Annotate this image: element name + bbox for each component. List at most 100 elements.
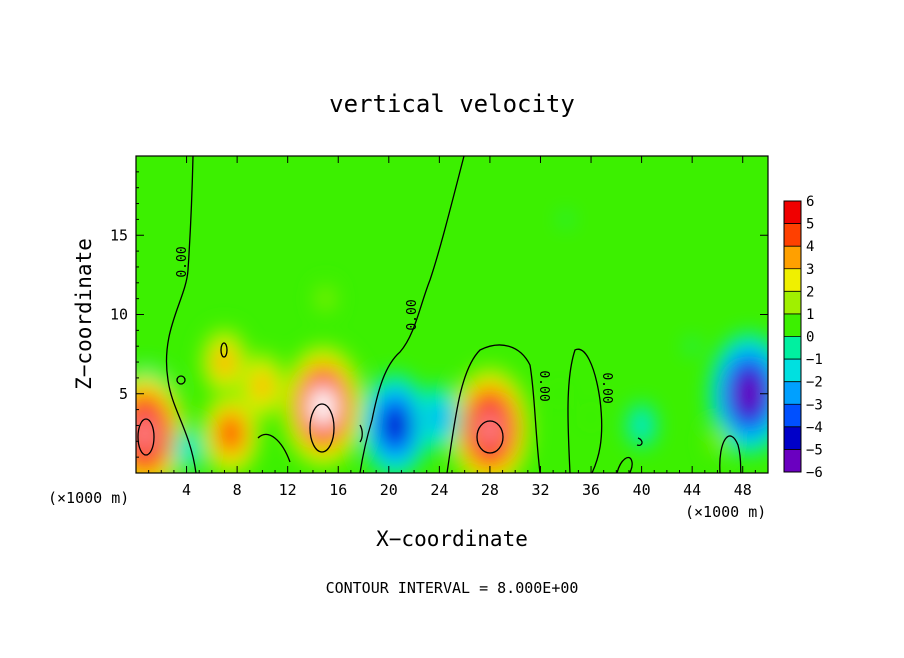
x-tick-label: 28 bbox=[481, 481, 499, 499]
contour-line bbox=[257, 433, 291, 463]
y-axis-label: Z−coordinate bbox=[72, 238, 96, 390]
y-tick-label: 5 bbox=[119, 385, 128, 403]
x-tick-label: 4 bbox=[182, 481, 191, 499]
colorbar: 6 5 4 3 2 1 0 −1 −2 −3 −4 −5 −6 bbox=[783, 194, 823, 481]
colorbar-segment bbox=[784, 280, 801, 292]
contour-closed bbox=[476, 420, 504, 454]
velocity-field bbox=[136, 213, 768, 473]
x-tick-label: 12 bbox=[279, 481, 297, 499]
colorbar-segment bbox=[784, 246, 801, 258]
field-blob bbox=[309, 385, 337, 428]
colorbar-segment bbox=[784, 257, 801, 270]
x-tick-label: 8 bbox=[233, 481, 242, 499]
x-unit-label-left: (×1000 m) bbox=[48, 489, 129, 507]
contour-line bbox=[719, 435, 742, 473]
x-tick-label: 24 bbox=[430, 481, 448, 499]
colorbar-segment bbox=[784, 449, 801, 462]
plot-area: 0.00 0.00 0.00 0.00 bbox=[136, 156, 768, 473]
chart-title: vertical velocity bbox=[329, 90, 575, 118]
x-axis-label: X−coordinate bbox=[376, 527, 528, 551]
contour-line bbox=[567, 348, 603, 473]
colorbar-segment bbox=[784, 392, 801, 405]
contour-label: 0.00 bbox=[536, 370, 551, 401]
y-axis: 5 10 15 bbox=[110, 171, 768, 458]
contour-line bbox=[165, 156, 197, 473]
y-tick-label: 10 bbox=[110, 306, 128, 324]
contour-line bbox=[359, 156, 465, 473]
colorbar-tick-label: 1 bbox=[806, 307, 814, 323]
x-tick-label: 36 bbox=[582, 481, 600, 499]
field-blob bbox=[431, 405, 448, 430]
colorbar-segment bbox=[784, 426, 801, 439]
colorbar-tick-label: −1 bbox=[806, 352, 823, 368]
field-blob bbox=[383, 408, 407, 443]
contour-label: 0.00 bbox=[599, 372, 614, 403]
field-blob bbox=[586, 411, 596, 424]
contour-closed bbox=[137, 418, 155, 456]
colorbar-tick-label: −2 bbox=[806, 375, 823, 391]
colorbar-segment bbox=[784, 291, 801, 304]
colorbar-segment bbox=[784, 234, 801, 247]
colorbar-tick-label: 5 bbox=[806, 217, 814, 233]
colorbar-segment bbox=[784, 201, 801, 213]
colorbar-tick-label: −5 bbox=[806, 442, 823, 458]
colorbar-segment bbox=[784, 268, 801, 281]
x-tick-label: 40 bbox=[633, 481, 651, 499]
colorbar-segment bbox=[784, 302, 801, 315]
colorbar-segment bbox=[784, 223, 801, 236]
contour-line bbox=[616, 457, 633, 473]
colorbar-tick-label: 3 bbox=[806, 262, 814, 278]
contour-closed bbox=[220, 342, 228, 358]
contour-line bbox=[446, 344, 541, 473]
x-unit-label-right: (×1000 m) bbox=[685, 503, 766, 521]
x-tick-label: 20 bbox=[380, 481, 398, 499]
field-blob bbox=[687, 338, 698, 354]
contour-label: 0.00 bbox=[405, 299, 420, 330]
field-blob bbox=[561, 213, 571, 226]
colorbar-segment bbox=[784, 415, 801, 428]
contour-line bbox=[359, 424, 363, 443]
field-blob bbox=[254, 373, 271, 399]
field-blob bbox=[319, 290, 332, 308]
colorbar-segment bbox=[784, 381, 801, 394]
contour-line bbox=[636, 437, 643, 446]
contour-closed bbox=[309, 403, 335, 453]
colorbar-tick-label: 2 bbox=[806, 284, 814, 300]
field-blob bbox=[711, 432, 724, 450]
x-axis: 4 8 12 16 20 24 28 32 36 40 44 48 bbox=[148, 156, 756, 499]
x-tick-label: 44 bbox=[683, 481, 701, 499]
field-blob bbox=[215, 348, 234, 376]
x-tick-label: 16 bbox=[329, 481, 347, 499]
x-tick-label: 32 bbox=[531, 481, 549, 499]
field-blob bbox=[555, 387, 564, 400]
x-tick-label: 48 bbox=[734, 481, 752, 499]
colorbar-segment bbox=[784, 325, 801, 337]
field-blob bbox=[736, 374, 762, 414]
colorbar-tick-label: 4 bbox=[806, 239, 814, 255]
colorbar-segment bbox=[784, 359, 801, 371]
colorbar-tick-label: 6 bbox=[806, 194, 814, 210]
contour-interval-footer: CONTOUR INTERVAL = 8.000E+00 bbox=[326, 579, 579, 597]
colorbar-segment bbox=[784, 347, 801, 360]
field-blob bbox=[634, 415, 649, 436]
colorbar-tick-label: 0 bbox=[806, 330, 814, 346]
contour-closed bbox=[176, 375, 186, 385]
colorbar-tick-label: −3 bbox=[806, 397, 823, 413]
colorbar-segment bbox=[784, 438, 801, 450]
colorbar-segment bbox=[784, 370, 801, 383]
field-blob bbox=[476, 409, 503, 449]
field-blob bbox=[136, 413, 158, 453]
zero-contours bbox=[137, 156, 742, 473]
colorbar-tick-label: −4 bbox=[806, 420, 823, 436]
y-tick-label: 15 bbox=[110, 226, 128, 244]
colorbar-segment bbox=[784, 313, 801, 326]
colorbar-segment bbox=[784, 212, 801, 225]
colorbar-segment bbox=[784, 460, 801, 473]
colorbar-segment bbox=[784, 404, 801, 417]
colorbar-segment bbox=[784, 336, 801, 349]
contour-label: 0.00 bbox=[175, 246, 190, 277]
colorbar-tick-label: −6 bbox=[806, 465, 823, 481]
field-blob bbox=[220, 417, 242, 450]
